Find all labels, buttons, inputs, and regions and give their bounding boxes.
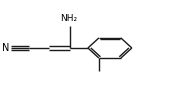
Text: N: N	[2, 43, 9, 53]
Text: NH₂: NH₂	[60, 14, 77, 23]
